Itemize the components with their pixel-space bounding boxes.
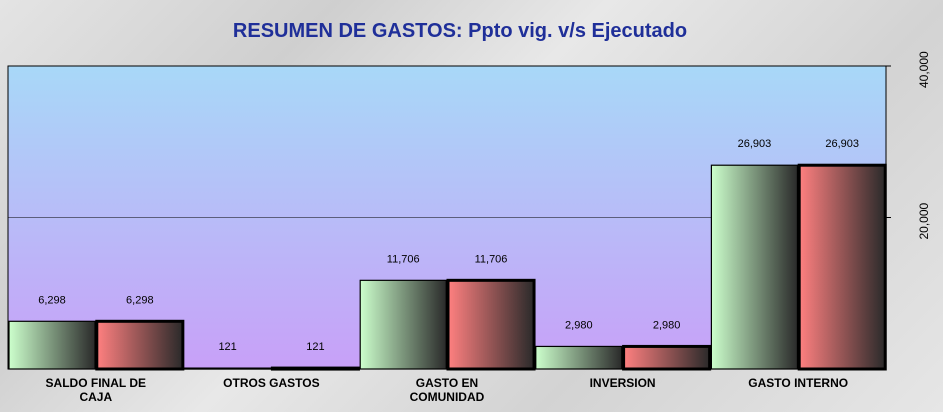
- x-tick-label: OTROS GASTOS: [223, 376, 320, 390]
- data-label: 2,980: [653, 319, 681, 331]
- bar: [359, 279, 447, 370]
- data-label: 121: [218, 341, 236, 353]
- x-tick-label: INVERSION: [589, 376, 656, 390]
- bar: [710, 164, 799, 370]
- data-label: 26,903: [738, 138, 772, 150]
- y-tick-label: 20,000: [917, 202, 931, 239]
- data-label: 6,298: [38, 294, 66, 306]
- bar: [270, 366, 360, 371]
- data-label: 121: [306, 341, 324, 353]
- data-label: 6,298: [126, 294, 154, 306]
- bar: [95, 319, 185, 371]
- bar: [184, 367, 272, 370]
- bar: [622, 344, 712, 371]
- chart-title: RESUMEN DE GASTOS: Ppto vig. v/s Ejecuta…: [233, 20, 687, 42]
- data-label: 2,980: [565, 319, 593, 331]
- bar: [535, 345, 623, 370]
- data-label: 26,903: [825, 138, 859, 150]
- x-tick-label: GASTO INTERNO: [748, 376, 849, 390]
- x-tick-label: GASTO EN COMUNIDAD: [409, 376, 485, 404]
- bar: [446, 278, 536, 371]
- bar: [797, 163, 887, 371]
- y-tick-label: 40,000: [917, 51, 931, 88]
- bar: [8, 320, 96, 370]
- data-label: 11,706: [475, 253, 508, 265]
- data-label: 11,706: [387, 253, 420, 265]
- x-tick-label: SALDO FINAL DE CAJA: [45, 376, 146, 404]
